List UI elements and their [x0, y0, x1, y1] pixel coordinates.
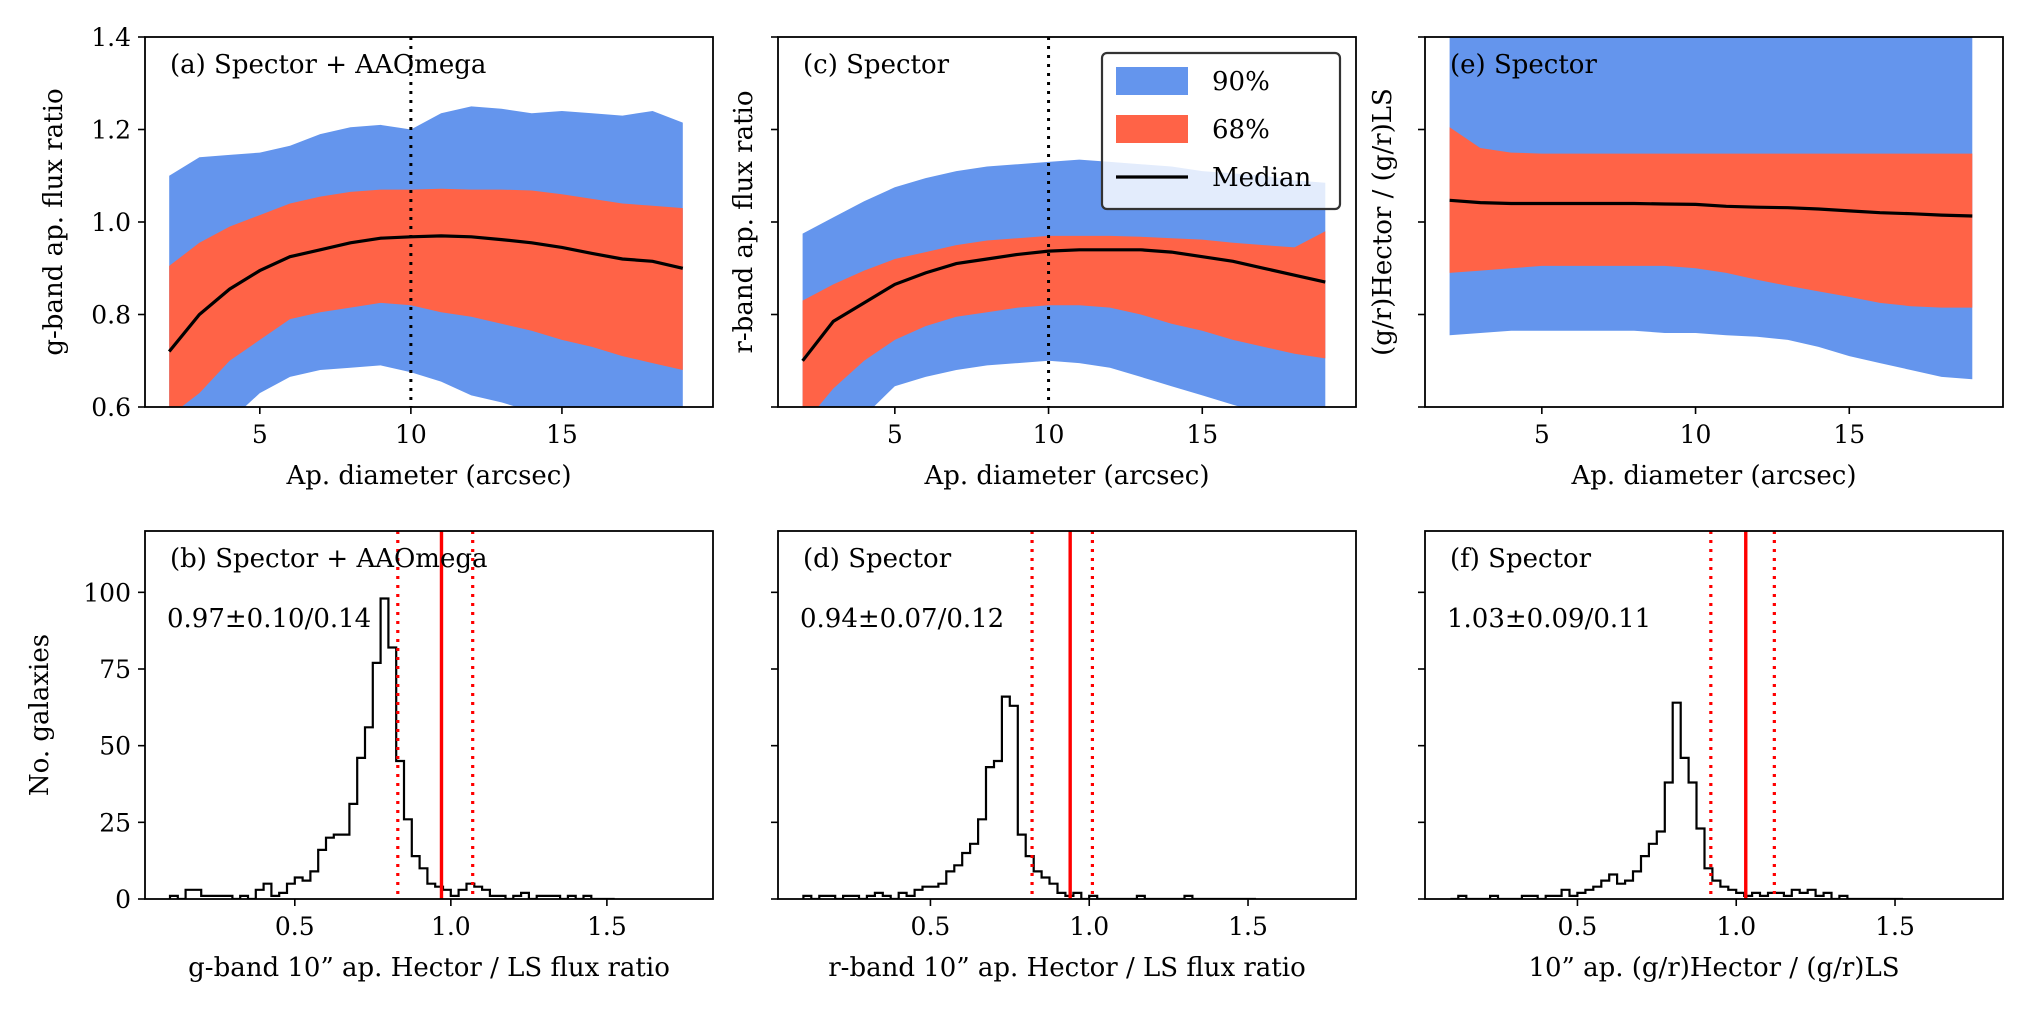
axes-frame: [1424, 36, 2004, 408]
band-68-percent: [802, 231, 1326, 407]
legend: 90% 68% Median: [1100, 51, 1342, 211]
median-line: [167, 234, 684, 353]
legend-label: 68%: [1212, 115, 1270, 145]
y-tick-label: 0: [115, 885, 131, 914]
histogram-steps: [168, 597, 615, 899]
x-tick-label: 1.0: [1716, 912, 1756, 941]
axes-frame: [777, 530, 1357, 900]
x-tick-label: 1.0: [1069, 912, 1109, 941]
stat-label: 0.94±0.07/0.12: [800, 604, 1004, 634]
panel-b: 0.5 1.0 1.5 0 25 50 75 100 (b) Spector + AAOmega…: [25, 530, 714, 983]
panel-label: (b) Spector + AAOmega: [170, 544, 488, 574]
y-tick-label: 0.8: [91, 301, 131, 330]
median-line: [1449, 198, 1973, 218]
x-axis-label: 10” ap. (g/r)Hector / (g/r)LS: [1528, 953, 1899, 983]
panel-f: 0.5 1.0 1.5 (f) Spector 1.03±0.09/0.11 10” ap…: [1418, 530, 2004, 983]
panel-label: (e) Spector: [1450, 50, 1597, 80]
x-tick-label: 1.5: [587, 912, 627, 941]
y-tick-label: 0.6: [91, 393, 131, 422]
x-tick-label: 1.5: [1228, 912, 1268, 941]
panel-e: 5 10 15 (e) Spector Ap. diameter (arcsec) (g/…: [1368, 36, 2004, 491]
axes-frame: [144, 530, 714, 900]
panel-label: (c) Spector: [803, 50, 950, 80]
x-axis-label: g-band 10” ap. Hector / LS flux ratio: [188, 953, 670, 983]
median-line: [801, 248, 1326, 362]
x-tick-label: 5: [252, 420, 268, 449]
x-axis-label: Ap. diameter (arcsec): [285, 461, 571, 491]
panel-c: 5 10 15 (c) Spector Ap. diameter (arcsec) r-b…: [729, 36, 1357, 491]
x-tick-label: 0.5: [275, 912, 315, 941]
plot-area: [168, 531, 615, 899]
stat-label: 1.03±0.09/0.11: [1447, 604, 1651, 634]
x-tick-label: 15: [546, 420, 578, 449]
histogram-steps: [1450, 701, 1903, 899]
x-tick-label: 10: [1033, 420, 1065, 449]
x-axis-label: Ap. diameter (arcsec): [923, 461, 1209, 491]
y-axis-label: g-band ap. flux ratio: [39, 88, 69, 355]
x-axis-label: Ap. diameter (arcsec): [1570, 461, 1856, 491]
panel-a: 5 10 15 0.6 0.8 1.0 1.2 1.4 (a) Spector + AAOmeg…: [39, 23, 714, 491]
y-axis-label: (g/r)Hector / (g/r)LS: [1368, 88, 1398, 356]
axes-frame: [144, 36, 714, 408]
x-axis-label: r-band 10” ap. Hector / LS flux ratio: [828, 953, 1305, 983]
x-tick-label: 0.5: [911, 912, 951, 941]
stat-label: 0.97±0.10/0.14: [167, 604, 371, 634]
axes-frame: [1424, 530, 2004, 900]
y-axis-label: r-band ap. flux ratio: [729, 90, 759, 353]
plot-area: [801, 37, 1326, 407]
y-tick-label: 25: [99, 808, 131, 837]
x-tick-label: 10: [1680, 420, 1712, 449]
legend-swatch-68: [1116, 115, 1188, 143]
plot-area: [167, 37, 684, 407]
band-68-percent: [1449, 127, 1973, 308]
x-tick-label: 15: [1186, 420, 1218, 449]
panel-label: (a) Spector + AAOmega: [170, 50, 486, 80]
y-tick-label: 100: [83, 578, 131, 607]
x-tick-label: 10: [395, 420, 427, 449]
y-tick-label: 1.2: [91, 116, 131, 145]
plot-area: [1449, 37, 1973, 380]
panel-label: (f) Spector: [1450, 544, 1592, 574]
panel-label: (d) Spector: [803, 544, 952, 574]
legend-swatch-90: [1116, 67, 1188, 95]
panel-d: 0.5 1.0 1.5 (d) Spector 0.94±0.07/0.12 r-band…: [771, 530, 1357, 983]
x-tick-label: 1.5: [1875, 912, 1915, 941]
band-68-percent: [169, 188, 683, 407]
y-tick-label: 50: [99, 732, 131, 761]
histogram-steps: [802, 695, 1256, 899]
y-tick-label: 75: [99, 655, 131, 684]
plot-area: [802, 531, 1256, 899]
y-tick-label: 1.4: [91, 23, 131, 52]
x-tick-label: 5: [887, 420, 903, 449]
x-tick-label: 0.5: [1558, 912, 1598, 941]
axes-frame: [777, 36, 1357, 408]
y-tick-label: 1.0: [91, 208, 131, 237]
x-tick-label: 1.0: [431, 912, 471, 941]
legend-label: Median: [1212, 163, 1311, 193]
x-tick-label: 15: [1833, 420, 1865, 449]
x-tick-label: 5: [1534, 420, 1550, 449]
legend-label: 90%: [1212, 67, 1270, 97]
y-axis-label: No. galaxies: [25, 634, 55, 796]
plot-area: [1450, 531, 1903, 899]
